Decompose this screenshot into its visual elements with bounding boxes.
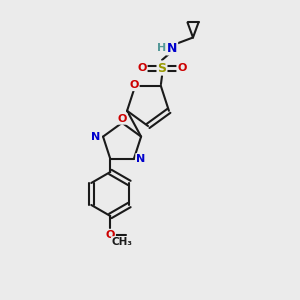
Text: O: O: [129, 80, 139, 90]
Text: S: S: [158, 61, 166, 74]
Text: O: O: [177, 63, 187, 73]
Text: H: H: [158, 43, 166, 53]
Text: O: O: [117, 114, 127, 124]
Text: CH₃: CH₃: [112, 237, 133, 247]
Text: N: N: [92, 132, 101, 142]
Text: O: O: [106, 230, 115, 240]
Text: N: N: [136, 154, 146, 164]
Text: O: O: [137, 63, 147, 73]
Text: N: N: [167, 41, 177, 55]
